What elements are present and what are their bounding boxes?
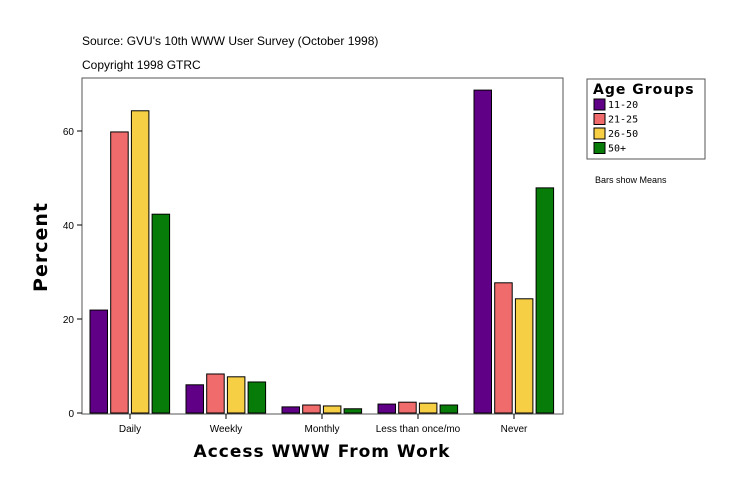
y-axis-label: Percent [30, 202, 52, 292]
note: Bars show Means [595, 175, 667, 185]
x-tick-label: Weekly [210, 424, 243, 435]
legend-swatch [593, 113, 606, 125]
bar-21-25-Monthly [302, 404, 321, 414]
y-tick-label: 40 [63, 221, 75, 232]
x-tick-label: Never [501, 424, 528, 435]
chart-title: Source: GVU's 10th WWW User Survey (Octo… [82, 34, 378, 48]
legend-label: 50+ [608, 144, 626, 155]
bar-26-50-Never [514, 298, 534, 414]
y-tick-label: 20 [63, 315, 75, 326]
legend-label: 21-25 [608, 115, 638, 126]
bar-26-50-Less than once/mo [418, 402, 438, 414]
bar-11-20-Never [473, 89, 492, 414]
x-tick-label: Monthly [304, 424, 339, 435]
x-tick-label: Daily [119, 424, 141, 435]
legend-swatch [593, 127, 606, 140]
bar-21-25-Daily [110, 131, 129, 414]
x-tick-label: Less than once/mo [376, 424, 461, 435]
bar-50+-Less than once/mo [439, 404, 459, 414]
legend: Age Groups 11-20 21-25 26-50 50+ [586, 78, 706, 160]
x-axis-label: Access WWW From Work [194, 442, 451, 462]
bar-26-50-Monthly [322, 405, 342, 414]
bar-26-50-Weekly [226, 376, 246, 414]
bar-50+-Weekly [247, 381, 267, 414]
bar-11-20-Daily [89, 309, 108, 414]
bar-50+-Never [535, 187, 555, 414]
bar-26-50-Daily [130, 110, 150, 414]
y-tick-label: 60 [63, 127, 75, 138]
bar-50+-Daily [151, 213, 171, 414]
legend-label: 11-20 [608, 100, 638, 111]
legend-label: 26-50 [608, 129, 638, 140]
legend-swatch [593, 142, 606, 154]
bar-21-25-Weekly [206, 373, 225, 414]
chart-subtitle: Copyright 1998 GTRC [82, 58, 201, 72]
bar-11-20-Monthly [281, 406, 300, 414]
legend-title: Age Groups [593, 82, 695, 98]
bar-50+-Monthly [343, 408, 363, 414]
legend-frame [586, 78, 706, 160]
legend-swatch [593, 98, 606, 111]
bar-11-20-Weekly [185, 384, 204, 414]
bar-21-25-Never [494, 282, 513, 414]
bar-11-20-Less than once/mo [377, 403, 396, 414]
y-tick-label: 0 [68, 409, 74, 420]
bar-21-25-Less than once/mo [398, 401, 417, 414]
